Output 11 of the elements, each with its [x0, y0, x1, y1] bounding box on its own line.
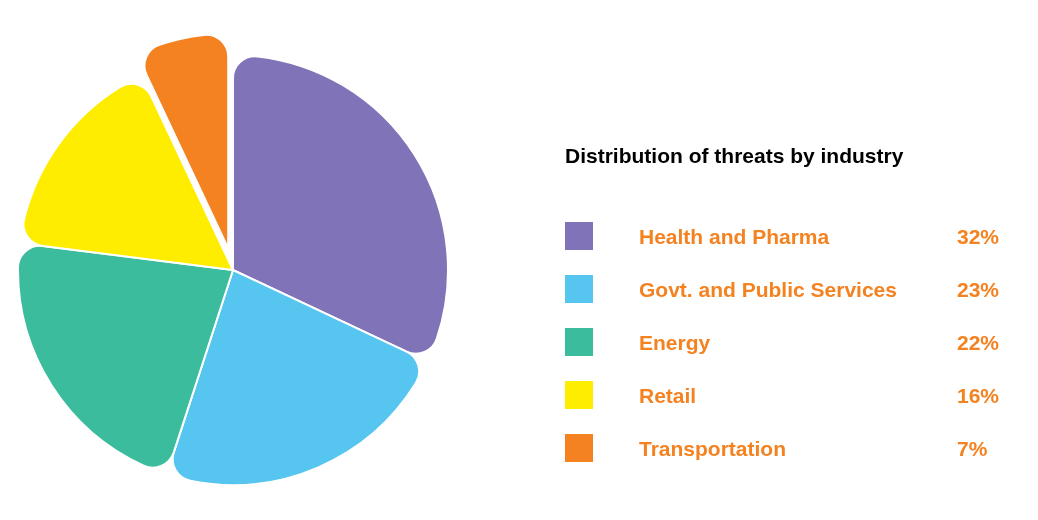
data-label: 32%: [957, 224, 1000, 248]
data-label: 7%: [957, 436, 988, 460]
legend-label: Transportation: [639, 436, 787, 460]
legend-title: Distribution of threats by industry: [565, 144, 904, 167]
legend-label: Govt. and Public Services: [639, 277, 897, 301]
legend-label: Health and Pharma: [639, 224, 830, 248]
data-label: 22%: [957, 330, 1000, 354]
legend-label: Energy: [639, 330, 711, 354]
data-label: 16%: [957, 383, 1000, 407]
legend-label: Retail: [639, 383, 697, 407]
data-label: 23%: [957, 277, 1000, 301]
